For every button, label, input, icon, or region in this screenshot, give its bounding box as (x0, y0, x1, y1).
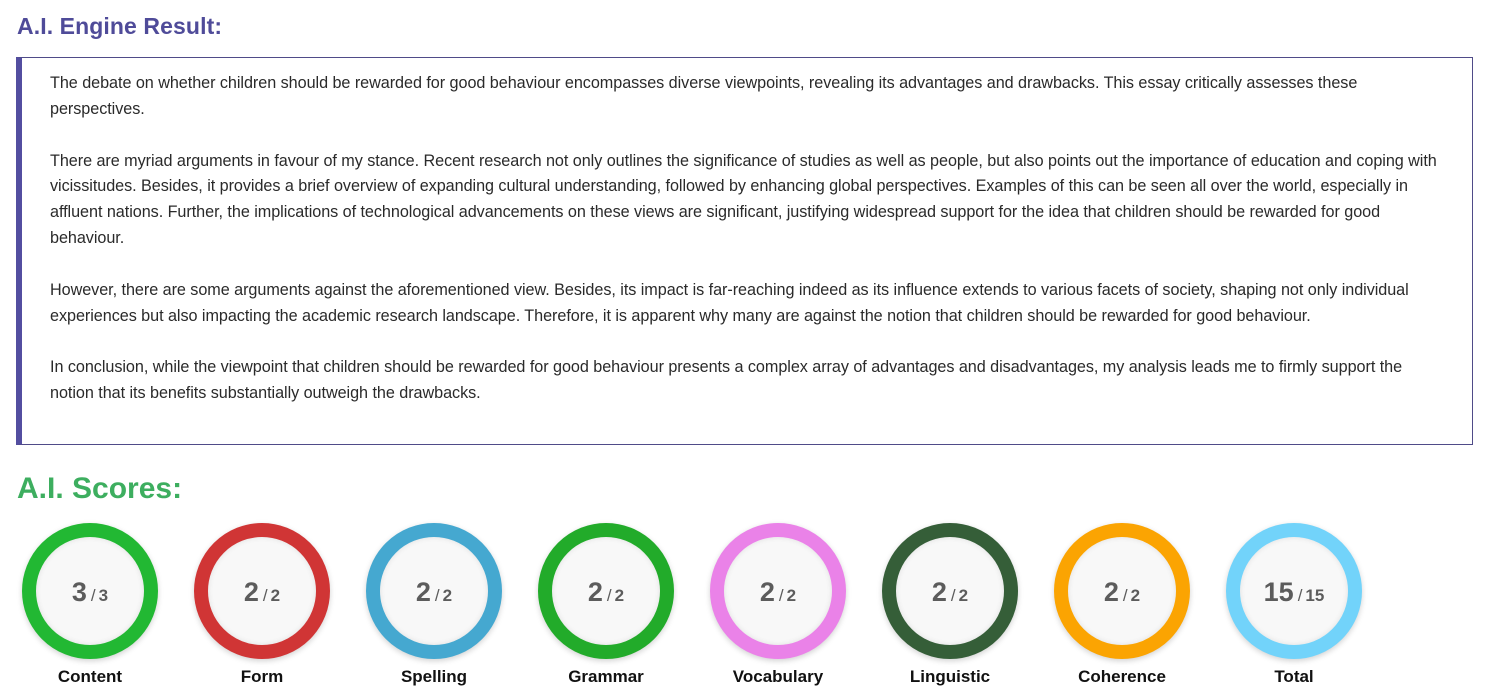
score-max: 2 (442, 585, 453, 605)
score-separator: / (434, 585, 440, 605)
essay-result-box: The debate on whether children should be… (16, 57, 1473, 445)
score-vocabulary: 2 / 2 Vocabulary (692, 522, 864, 700)
score-ring-linguistic: 2 / 2 (882, 523, 1018, 659)
essay-paragraph-body-1: There are myriad arguments in favour of … (50, 151, 1437, 247)
score-value: 2 / 2 (760, 577, 796, 608)
score-label: Vocabulary (732, 667, 824, 686)
score-separator: / (262, 585, 268, 605)
score-separator: / (1122, 585, 1128, 605)
essay-paragraph-intro: The debate on whether children should be… (50, 74, 1358, 118)
score-spelling: 2 / 2 Spelling (348, 522, 520, 700)
score-number: 2 (1103, 576, 1119, 607)
score-number: 15 (1263, 576, 1294, 607)
score-max: 2 (1130, 585, 1141, 605)
score-value: 2 / 2 (1104, 577, 1140, 608)
score-ring-form: 2 / 2 (194, 523, 330, 659)
scores-row: 3 / 3 Content 2 / 2 Form 2 / (0, 522, 1486, 700)
score-separator: / (1297, 585, 1303, 605)
score-value: 2 / 2 (416, 577, 452, 608)
score-ring-spelling: 2 / 2 (366, 523, 502, 659)
score-value: 2 / 2 (244, 577, 280, 608)
score-separator: / (90, 585, 96, 605)
essay-paragraph-conclusion: In conclusion, while the viewpoint that … (50, 358, 1403, 403)
score-ring-content: 3 / 3 (22, 523, 158, 659)
score-max: 15 (1305, 585, 1325, 605)
score-label: Coherence (1078, 667, 1166, 686)
score-linguistic: 2 / 2 Linguistic (864, 522, 1036, 700)
score-number: 2 (931, 576, 947, 607)
score-max: 2 (958, 585, 969, 605)
score-label: Form (240, 667, 284, 686)
score-label: Grammar (568, 667, 644, 686)
score-number: 2 (415, 576, 431, 607)
score-content: 3 / 3 Content (4, 522, 176, 700)
score-label: Total (1274, 667, 1314, 686)
score-value: 2 / 2 (588, 577, 624, 608)
score-label: Spelling (400, 667, 468, 686)
score-grammar: 2 / 2 Grammar (520, 522, 692, 700)
scores-section-title: A.I. Scores: (17, 472, 183, 505)
score-max: 2 (786, 585, 797, 605)
score-number: 3 (71, 576, 87, 607)
score-ring-total: 15 / 15 (1226, 523, 1362, 659)
score-ring-coherence: 2 / 2 (1054, 523, 1190, 659)
score-number: 2 (759, 576, 775, 607)
score-separator: / (778, 585, 784, 605)
score-value: 15 / 15 (1264, 577, 1325, 608)
score-separator: / (606, 585, 612, 605)
score-max: 2 (270, 585, 281, 605)
score-value: 3 / 3 (72, 577, 108, 608)
score-coherence: 2 / 2 Coherence (1036, 522, 1208, 700)
score-ring-grammar: 2 / 2 (538, 523, 674, 659)
score-max: 2 (614, 585, 625, 605)
score-label: Linguistic (909, 667, 991, 686)
score-ring-vocabulary: 2 / 2 (710, 523, 846, 659)
essay-paragraph-body-2: However, there are some arguments agains… (50, 280, 1409, 325)
result-section-title: A.I. Engine Result: (17, 13, 223, 39)
score-max: 3 (98, 585, 109, 605)
score-value: 2 / 2 (932, 577, 968, 608)
score-number: 2 (587, 576, 603, 607)
score-total: 15 / 15 Total (1208, 522, 1380, 700)
score-number: 2 (243, 576, 259, 607)
score-separator: / (950, 585, 956, 605)
score-label: Content (57, 667, 123, 686)
score-form: 2 / 2 Form (176, 522, 348, 700)
